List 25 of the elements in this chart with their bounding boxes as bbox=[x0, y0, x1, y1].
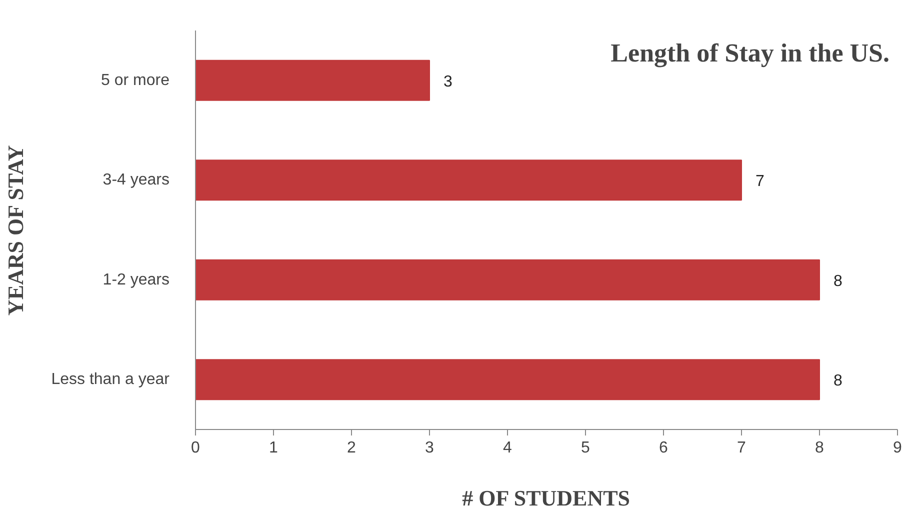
data-label: 8 bbox=[834, 372, 842, 390]
x-tick-label: 7 bbox=[737, 440, 746, 456]
x-tick-label: 4 bbox=[503, 440, 512, 456]
y-axis-title: YEARS OF STAY bbox=[3, 145, 28, 316]
x-tick-label: 2 bbox=[347, 440, 356, 456]
x-tick-label: 1 bbox=[269, 440, 278, 456]
y-tick-label: 5 or more bbox=[101, 72, 170, 89]
bar bbox=[196, 60, 430, 101]
y-tick-label: 1-2 years bbox=[102, 271, 170, 288]
data-label: 3 bbox=[444, 73, 452, 90]
data-label: 8 bbox=[834, 272, 842, 290]
x-tick-label: 9 bbox=[893, 440, 902, 456]
x-tick-label: 6 bbox=[659, 440, 668, 456]
x-tick-label: 0 bbox=[191, 440, 200, 456]
x-tick-label: 3 bbox=[425, 440, 434, 456]
bar bbox=[196, 160, 742, 201]
y-tick-label: 3-4 years bbox=[102, 172, 170, 189]
chart-title: Length of Stay in the US. bbox=[610, 38, 890, 68]
data-label: 7 bbox=[756, 173, 764, 190]
x-tick-label: 8 bbox=[815, 440, 824, 456]
bar bbox=[196, 259, 820, 300]
x-axis-title: # OF STUDENTS bbox=[462, 486, 630, 510]
bar bbox=[196, 359, 820, 400]
x-tick-label: 5 bbox=[581, 440, 590, 456]
y-tick-label: Less than a year bbox=[51, 371, 170, 388]
